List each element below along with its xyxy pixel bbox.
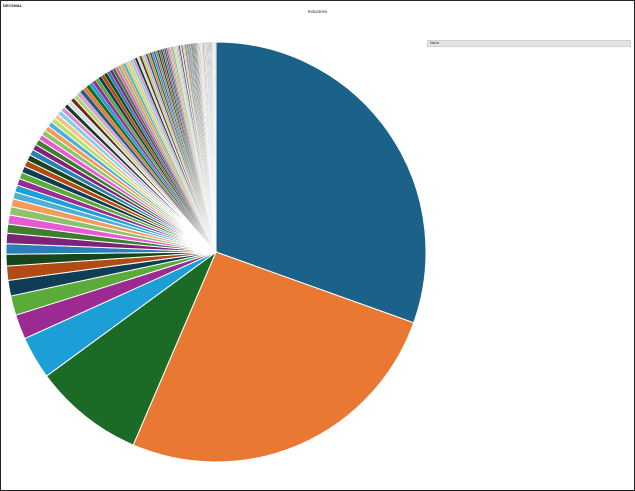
legend-header[interactable]: Name xyxy=(427,40,631,47)
pie-slice[interactable] xyxy=(132,251,415,463)
pie-slice[interactable] xyxy=(45,250,218,446)
legend: Name xyxy=(427,40,631,468)
corner-label: DECIMAL xyxy=(3,3,23,8)
chart-title: Industries xyxy=(307,9,328,14)
pie-slice[interactable] xyxy=(215,41,427,324)
